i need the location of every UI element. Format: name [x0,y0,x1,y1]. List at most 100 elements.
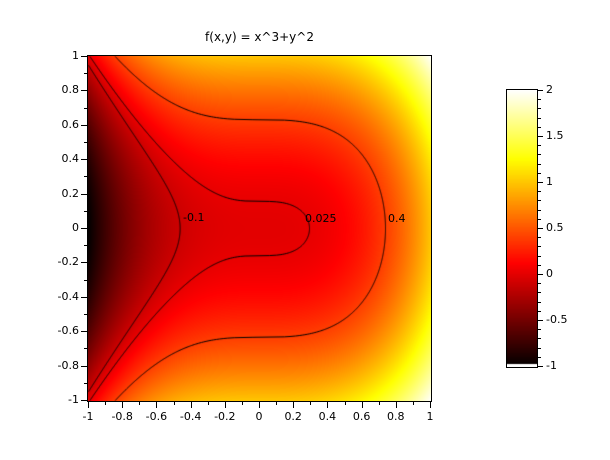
colorbar-minor-tick [538,127,541,128]
colorbar-minor-tick [538,191,541,192]
x-axis-minor-tick [413,402,414,405]
colorbar-minor-tick [538,348,541,349]
colorbar-minor-tick [538,311,541,312]
contour-label-1: 0.025 [305,212,337,225]
x-tick-label: 0.8 [387,410,405,423]
y-axis-major-tick [81,228,87,229]
colorbar-tick-label: 1.5 [546,129,564,142]
y-axis-minor-tick [84,280,87,281]
y-axis-minor-tick [84,383,87,384]
y-tick-label: -0.6 [57,324,79,338]
x-axis-minor-tick [139,402,140,405]
colorbar-minor-tick [538,283,541,284]
colorbar-minor-tick [538,338,541,339]
y-axis-minor-tick [84,176,87,177]
colorbar-minor-tick [538,173,541,174]
colorbar-tick-label: 2 [546,83,553,96]
y-axis-major-tick [81,331,87,332]
x-axis-major-tick [396,402,397,408]
colorbar-minor-tick [538,292,541,293]
y-axis-minor-tick [84,211,87,212]
chart-title: f(x,y) = x^3+y^2 [205,30,314,44]
y-tick-label: 0.8 [61,83,80,97]
y-axis-minor-tick [84,348,87,349]
x-axis-major-tick [293,402,294,408]
colorbar-tick-label: 1 [546,175,553,188]
y-axis-major-tick [81,159,87,160]
y-axis-minor-tick [84,142,87,143]
colorbar-major-tick [538,228,543,229]
x-axis-minor-tick [208,402,209,405]
x-axis-major-tick [430,402,431,408]
y-tick-label: 0.4 [61,152,80,166]
y-tick-label: 0 [72,221,79,234]
x-axis-major-tick [225,402,226,408]
colorbar-major-tick [538,366,543,367]
x-tick-label: -1 [82,410,94,423]
colorbar-tick-label: 0.5 [546,221,564,234]
colorbar-tick-label: -0.5 [546,313,568,326]
y-axis-major-tick [81,297,87,298]
colorbar-minor-tick [538,219,541,220]
colorbar-major-tick [538,90,543,91]
x-axis-minor-tick [276,402,277,405]
y-tick-label: 0.6 [61,117,80,131]
y-tick-label: 1 [72,49,79,62]
y-axis-minor-tick [84,314,87,315]
y-axis-major-tick [81,90,87,91]
colorbar-minor-tick [538,200,541,201]
x-axis-minor-tick [242,402,243,405]
x-axis-minor-tick [310,402,311,405]
colorbar-minor-tick [538,237,541,238]
x-axis-minor-tick [345,402,346,405]
colorbar-minor-tick [538,246,541,247]
y-axis-major-tick [81,56,87,57]
y-axis-major-tick [81,400,87,401]
x-tick-label: 0.6 [352,410,371,423]
colorbar-minor-tick [538,329,541,330]
x-axis-minor-tick [379,402,380,405]
y-axis-major-tick [81,194,87,195]
y-axis-major-tick [81,366,87,367]
colorbar-minor-tick [538,108,541,109]
y-tick-label: -0.4 [57,289,79,303]
colorbar-minor-tick [538,99,541,100]
x-axis-major-tick [191,402,192,408]
colorbar-minor-tick [538,210,541,211]
x-axis-major-tick [88,402,89,408]
x-tick-label: 0.4 [318,410,337,423]
x-axis-minor-tick [105,402,106,405]
x-tick-label: -0.8 [111,410,133,423]
contour-label-2: 0.4 [388,212,406,225]
heatmap-canvas [88,56,431,401]
y-tick-label: 0.2 [61,186,80,200]
x-axis-major-tick [259,402,260,408]
colorbar-minor-tick [538,357,541,358]
colorbar-minor-tick [538,118,541,119]
colorbar-major-tick [538,136,543,137]
y-axis-minor-tick [84,73,87,74]
colorbar-minor-tick [538,302,541,303]
y-axis-minor-tick [84,245,87,246]
y-tick-label: -0.8 [57,358,79,372]
x-tick-label: 0.2 [284,410,302,423]
colorbar-tick-label: -1 [546,359,557,372]
contour-label-0: -0.1 [183,211,205,224]
x-axis-major-tick [156,402,157,408]
x-axis-major-tick [327,402,328,408]
colorbar-minor-tick [538,154,541,155]
x-tick-label: 1 [426,410,434,423]
colorbar-minor-tick [538,265,541,266]
y-tick-label: -0.2 [57,255,79,269]
y-axis-minor-tick [84,108,87,109]
y-tick-label: -1 [68,393,79,406]
colorbar-canvas [507,90,537,367]
colorbar-major-tick [538,320,543,321]
y-axis-major-tick [81,262,87,263]
colorbar-minor-tick [538,256,541,257]
x-tick-label: -0.6 [145,410,168,423]
x-tick-label: -0.4 [179,410,202,423]
x-tick-label: -0.2 [214,410,236,423]
colorbar-major-tick [538,274,543,275]
